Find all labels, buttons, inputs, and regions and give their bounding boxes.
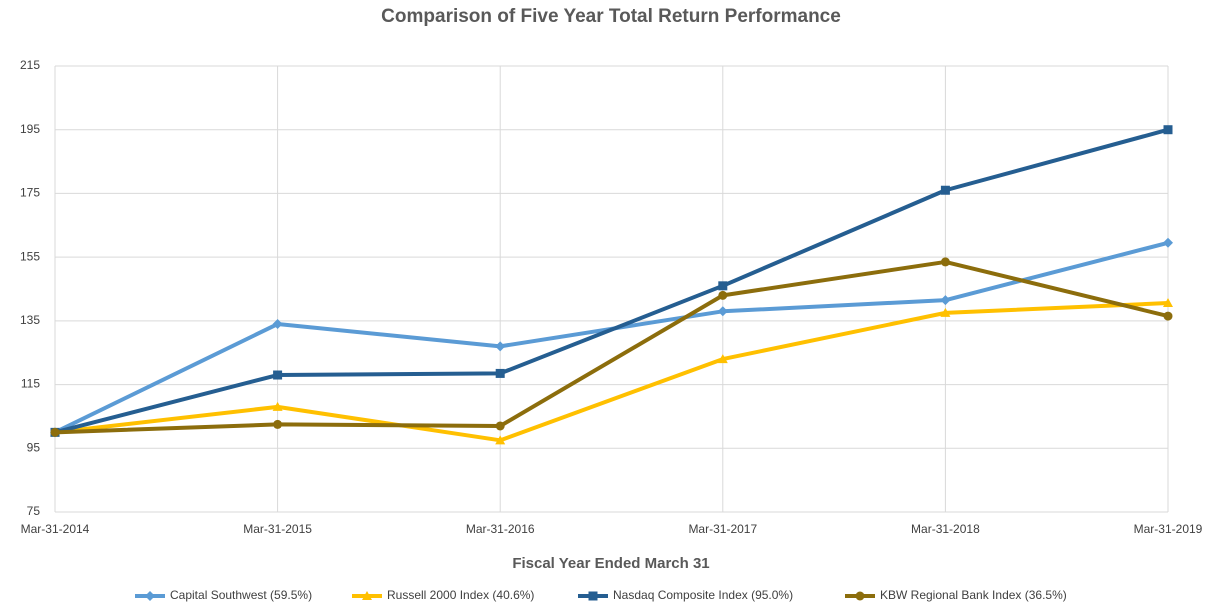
data-point <box>1163 298 1173 308</box>
x-tick-label: Mar-31-2017 <box>688 522 757 536</box>
series-line <box>54 259 1169 435</box>
data-point <box>940 307 951 317</box>
x-tick-label: Mar-31-2019 <box>1134 522 1203 536</box>
data-point <box>1163 125 1173 135</box>
legend-label: Capital Southwest (59.5%) <box>170 588 312 602</box>
legend-label: KBW Regional Bank Index (36.5%) <box>880 588 1067 602</box>
y-tick-label: 115 <box>21 377 40 391</box>
data-point <box>50 427 60 437</box>
data-point <box>272 319 283 330</box>
legend-item: Nasdaq Composite Index (95.0%) <box>578 588 793 602</box>
data-point <box>940 295 951 306</box>
legend-item: Russell 2000 Index (40.6%) <box>352 588 534 602</box>
legend-marker <box>855 591 865 601</box>
y-tick-label: 155 <box>20 249 40 263</box>
data-point <box>1163 311 1173 321</box>
y-tick-label: 195 <box>20 122 40 136</box>
legend-item: Capital Southwest (59.5%) <box>135 588 312 602</box>
data-point <box>717 354 728 364</box>
x-tick-label: Mar-31-2014 <box>21 522 90 536</box>
series-line <box>54 240 1169 435</box>
legend-marker <box>362 591 372 600</box>
data-point <box>495 421 505 431</box>
chart-title: Comparison of Five Year Total Return Per… <box>381 6 841 27</box>
data-point <box>940 185 950 195</box>
data-point <box>718 281 728 291</box>
data-point <box>273 370 283 380</box>
data-point <box>1163 237 1173 248</box>
series-line <box>54 301 1169 443</box>
legend-label: Nasdaq Composite Index (95.0%) <box>613 588 793 602</box>
y-tick-label: 75 <box>27 504 41 518</box>
y-tick-label: 135 <box>20 313 40 327</box>
data-point <box>272 401 283 411</box>
x-axis-title: Fiscal Year Ended March 31 <box>512 555 709 572</box>
legend-item: KBW Regional Bank Index (36.5%) <box>845 588 1067 602</box>
y-tick-label: 215 <box>20 58 40 72</box>
legend-label: Russell 2000 Index (40.6%) <box>387 588 534 602</box>
x-tick-label: Mar-31-2016 <box>466 522 535 536</box>
data-point <box>718 290 728 300</box>
legend-marker <box>588 591 598 601</box>
y-tick-label: 95 <box>27 440 41 454</box>
data-point <box>273 419 283 429</box>
x-tick-label: Mar-31-2015 <box>243 522 312 536</box>
data-point <box>717 306 728 317</box>
data-point <box>940 257 950 267</box>
data-point <box>495 368 505 378</box>
data-point <box>495 435 506 445</box>
series-line <box>54 127 1169 435</box>
x-tick-label: Mar-31-2018 <box>911 522 980 536</box>
y-tick-label: 175 <box>20 186 40 200</box>
legend-marker <box>145 591 155 601</box>
data-point <box>495 341 506 352</box>
